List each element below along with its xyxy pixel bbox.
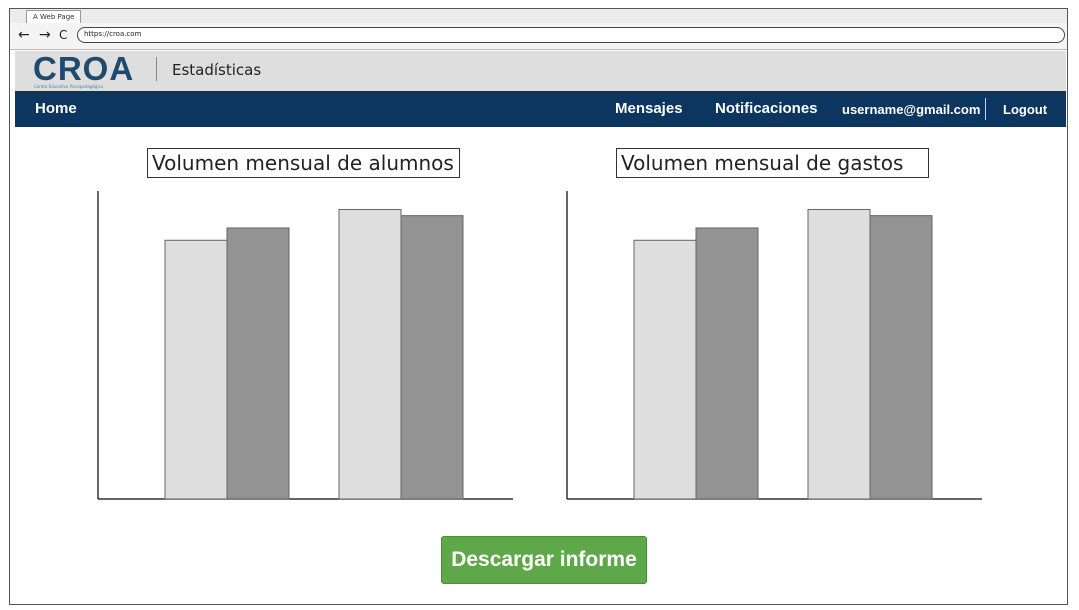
nav-messages-link[interactable]: Mensajes [615,100,683,117]
logo-text: CROA [33,50,135,87]
expenses-bar-chart [566,191,982,500]
url-input[interactable]: https://croa.com [77,27,1065,43]
bar-group2-series2 [869,215,933,500]
chart-title-expenses: Volumen mensual de gastos [616,148,929,178]
croa-logo[interactable]: CROA Centro Educativo Psicopedagógico [33,52,143,90]
students-bar-chart [97,191,513,500]
chart-title-students: Volumen mensual de alumnos [147,148,460,178]
page-title: Estadísticas [172,61,262,79]
address-bar-area: ← → C https://croa.com [10,23,1067,50]
nav-notifications-link[interactable]: Notificaciones [715,100,818,117]
bar-group2-series1 [338,208,402,500]
forward-arrow-icon[interactable]: → [39,27,51,43]
bar-group1-series1 [633,239,697,500]
bar-group2-series1 [807,208,871,500]
bar-group1-series1 [164,239,228,500]
logout-link[interactable]: Logout [1003,102,1048,117]
user-email[interactable]: username@gmail.com [842,102,981,117]
browser-window: A Web Page ← → C https://croa.com CROA C… [9,8,1068,605]
back-arrow-icon[interactable]: ← [18,27,30,43]
logo-subtitle: Centro Educativo Psicopedagógico [34,84,104,89]
nav-divider [985,98,986,120]
browser-tab-strip: A Web Page [10,9,1067,24]
download-report-button[interactable]: Descargar informe [441,536,647,584]
reload-icon[interactable]: C [59,28,68,42]
brand-bar: CROA Centro Educativo Psicopedagógico Es… [15,51,1066,91]
bar-group2-series2 [400,215,464,500]
brand-divider [156,57,157,81]
bar-group1-series2 [226,227,290,500]
browser-tab[interactable]: A Web Page [26,10,82,24]
bar-group1-series2 [695,227,759,500]
nav-home-link[interactable]: Home [35,100,77,117]
main-navbar: Home Mensajes Notificaciones username@gm… [15,91,1066,127]
